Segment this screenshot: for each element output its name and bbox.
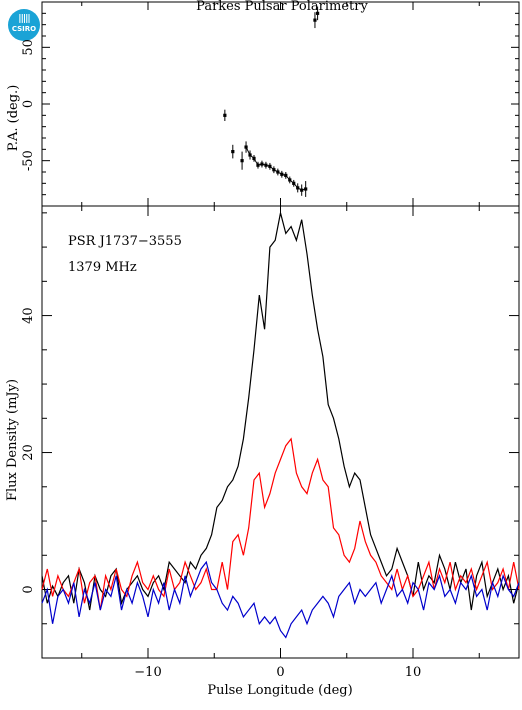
profile-ylabel: Flux Density (mJy) xyxy=(5,379,20,501)
profile-xtick-label: 10 xyxy=(405,665,422,680)
logo-text: CSIRO xyxy=(11,25,37,33)
frequency-annotation: 1379 MHz xyxy=(68,260,137,275)
pa-ytick-label: 50 xyxy=(21,39,36,56)
pa-point xyxy=(304,187,308,191)
pa-point xyxy=(316,11,320,15)
circular-polarization-line xyxy=(41,560,520,639)
profile-lines xyxy=(41,212,520,639)
pa-ylabel: P.A. (deg.) xyxy=(6,85,21,152)
psr-name-annotation: PSR J1737−3555 xyxy=(68,234,182,249)
pa-ytick-label: -50 xyxy=(21,150,36,171)
pa-point xyxy=(240,159,244,163)
profile-ytick-label: 0 xyxy=(21,585,36,593)
profile-xlabel: Pulse Longitude (deg) xyxy=(207,683,352,698)
profile-ytick-label: 20 xyxy=(21,444,36,461)
pa-points xyxy=(223,6,320,197)
pa-point xyxy=(244,145,248,149)
logo-bars-icon: ||||| xyxy=(18,14,30,24)
csiro-logo: ||||| CSIRO xyxy=(8,9,40,41)
profile-xtick-label: −10 xyxy=(134,665,161,680)
profile-axes: −10 0 10 0 20 40 xyxy=(21,206,519,680)
profile-ytick-label: 40 xyxy=(21,307,36,324)
pa-ytick-label: 0 xyxy=(21,100,36,108)
pa-trend-line xyxy=(245,146,306,191)
linear-polarization-line xyxy=(41,437,520,611)
pa-point xyxy=(313,18,317,22)
total-intensity-line xyxy=(41,212,520,611)
pa-axes: 50 0 -50 xyxy=(21,2,519,206)
pa-point xyxy=(223,113,227,117)
pa-point xyxy=(231,150,235,154)
chart-title: Parkes Pulsar Polarimetry xyxy=(196,0,368,14)
profile-xtick-label: 0 xyxy=(276,665,284,680)
